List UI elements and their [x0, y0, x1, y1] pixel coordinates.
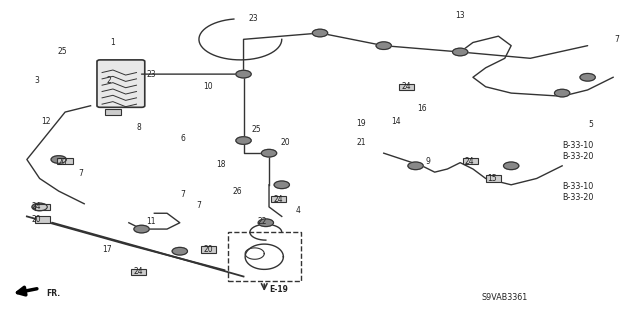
Text: 20: 20	[57, 158, 67, 167]
Text: E-19: E-19	[269, 285, 288, 294]
Circle shape	[236, 70, 251, 78]
Text: 25: 25	[252, 125, 261, 134]
Text: 20: 20	[204, 245, 213, 254]
Text: 8: 8	[136, 123, 141, 132]
Text: 23: 23	[147, 70, 156, 78]
Circle shape	[312, 29, 328, 37]
FancyBboxPatch shape	[97, 60, 145, 107]
Text: B-33-10: B-33-10	[563, 182, 594, 191]
Text: 23: 23	[248, 14, 258, 23]
Text: 24: 24	[31, 203, 41, 211]
Bar	[486, 175, 501, 182]
Text: 2: 2	[106, 76, 111, 85]
Text: 17: 17	[102, 245, 111, 254]
Circle shape	[504, 162, 519, 170]
Text: 19: 19	[356, 119, 366, 128]
Circle shape	[134, 225, 149, 233]
Text: 18: 18	[216, 160, 226, 169]
Text: 10: 10	[204, 82, 213, 91]
Text: B-33-20: B-33-20	[563, 152, 594, 161]
Circle shape	[580, 73, 595, 81]
Circle shape	[51, 156, 67, 163]
Circle shape	[172, 248, 188, 255]
Text: 11: 11	[147, 217, 156, 226]
Bar	[201, 247, 216, 253]
Text: 12: 12	[41, 117, 51, 126]
Text: 16: 16	[417, 104, 427, 113]
Text: FR.: FR.	[47, 289, 61, 298]
Text: 24: 24	[274, 195, 284, 204]
Text: 15: 15	[487, 174, 497, 183]
Text: 24: 24	[465, 157, 474, 166]
Text: 4: 4	[295, 206, 300, 215]
Circle shape	[274, 181, 289, 189]
Text: 14: 14	[392, 117, 401, 126]
Bar	[228, 232, 301, 281]
Text: S9VAB3361: S9VAB3361	[482, 293, 528, 301]
Circle shape	[452, 48, 468, 56]
Text: 3: 3	[34, 76, 39, 85]
Text: 7: 7	[196, 201, 202, 210]
Text: 20: 20	[31, 215, 41, 224]
Bar	[131, 269, 146, 275]
Bar	[105, 109, 120, 115]
Bar	[35, 204, 51, 210]
Circle shape	[376, 42, 392, 49]
Circle shape	[554, 89, 570, 97]
Bar	[463, 158, 478, 164]
Text: 24: 24	[134, 267, 143, 276]
Text: 22: 22	[258, 217, 268, 226]
Bar	[35, 216, 51, 223]
Circle shape	[408, 162, 423, 170]
Text: 24: 24	[401, 82, 411, 91]
Text: 13: 13	[456, 11, 465, 20]
Text: B-33-20: B-33-20	[563, 193, 594, 202]
Circle shape	[261, 149, 276, 157]
Text: 21: 21	[356, 137, 366, 147]
Text: 7: 7	[614, 35, 619, 44]
Text: 1: 1	[111, 38, 115, 47]
Circle shape	[236, 137, 251, 144]
Text: 7: 7	[79, 169, 83, 178]
Circle shape	[258, 219, 273, 226]
Bar	[58, 158, 73, 164]
Text: B-33-10: B-33-10	[563, 141, 594, 150]
Text: 26: 26	[232, 187, 242, 196]
Text: 7: 7	[180, 190, 186, 199]
Text: 9: 9	[426, 157, 431, 166]
Circle shape	[32, 203, 47, 211]
Text: 20: 20	[280, 137, 290, 147]
Text: 5: 5	[588, 120, 593, 129]
Bar	[271, 196, 286, 202]
Bar	[399, 84, 414, 90]
Text: 6: 6	[180, 134, 186, 144]
Text: 25: 25	[57, 48, 67, 56]
